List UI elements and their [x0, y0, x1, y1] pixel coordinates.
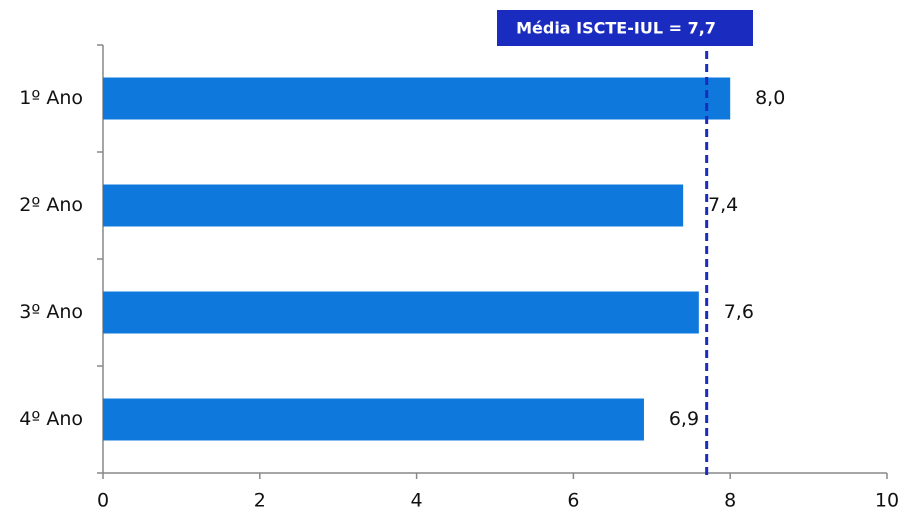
x-tick-label: 6	[567, 490, 579, 512]
y-tick-label: 4º Ano	[19, 408, 83, 430]
bar	[103, 77, 731, 120]
x-tick-label: 0	[97, 490, 109, 512]
x-tick-label: 8	[724, 490, 736, 512]
bar	[103, 291, 699, 334]
y-tick-label: 1º Ano	[19, 87, 83, 109]
x-tick-label: 10	[875, 490, 899, 512]
y-tick-label: 2º Ano	[19, 194, 83, 216]
annotation-label: Média ISCTE-IUL = 7,7	[516, 19, 716, 38]
bar	[103, 398, 644, 441]
annotation-box	[497, 10, 753, 46]
value-label: 7,6	[724, 301, 754, 323]
x-tick-label: 4	[411, 490, 423, 512]
x-tick-label: 2	[254, 490, 266, 512]
value-label: 6,9	[669, 408, 699, 430]
value-label: 7,4	[708, 194, 738, 216]
bar	[103, 184, 684, 227]
y-tick-label: 3º Ano	[19, 301, 83, 323]
value-label: 8,0	[755, 87, 785, 109]
